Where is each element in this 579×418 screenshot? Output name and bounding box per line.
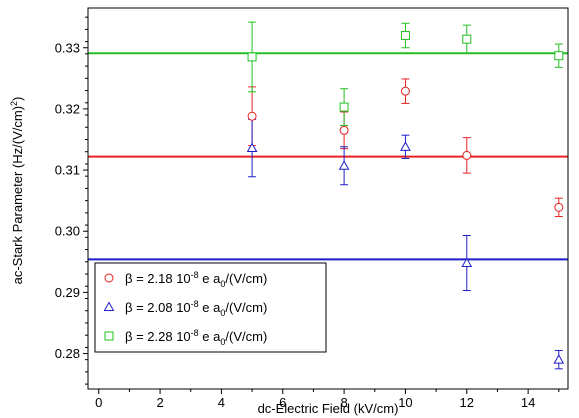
x-tick-label: 8 xyxy=(340,395,347,410)
legend-entry-circle: β = 2.18 10-8 e a0/(V/cm) xyxy=(125,270,267,289)
legend-entry-square: β = 2.28 10-8 e a0/(V/cm) xyxy=(125,328,267,347)
legend-pre: β = 2.08 10 xyxy=(125,300,191,315)
legend-sub: 0 xyxy=(220,337,225,347)
fit-lines xyxy=(88,52,568,261)
x-tick-label: 6 xyxy=(279,395,286,410)
legend-pre: β = 2.28 10 xyxy=(125,329,191,344)
data-point-triangle xyxy=(103,301,115,311)
x-tick-label: 0 xyxy=(95,395,102,410)
data-point-circle xyxy=(247,111,257,121)
data-point-circle xyxy=(339,125,349,135)
data-point-circle xyxy=(462,150,472,160)
x-tick-label: 10 xyxy=(398,395,412,410)
legend-mid: e a xyxy=(199,300,221,315)
legend-entry-triangle: β = 2.08 10-8 e a0/(V/cm) xyxy=(125,299,267,318)
y-axis-title: ac-Stark Parameter (Hz/(V/cm)2) xyxy=(9,97,25,285)
data-point-triangle xyxy=(461,257,473,268)
y-axis-ticks: 0.28 0.29 0.30 0.31 0.32 0.33 xyxy=(55,16,88,385)
data-point-circle xyxy=(400,86,410,96)
y-tick-label: 0.30 xyxy=(55,224,80,239)
data-point-circle xyxy=(554,202,564,212)
y-tick-label: 0.33 xyxy=(55,40,80,55)
data-point-triangle xyxy=(400,141,411,151)
y-tick-label: 0.31 xyxy=(55,163,80,178)
legend-sup: -8 xyxy=(191,328,199,338)
y-tick-label: 0.28 xyxy=(55,346,80,361)
data-point-square xyxy=(339,102,349,112)
legend-mid: e a xyxy=(199,329,221,344)
plot-frame xyxy=(87,7,569,390)
y-tick-label: 0.29 xyxy=(55,285,80,300)
data-point-triangle xyxy=(338,160,350,170)
data-point-square xyxy=(247,52,257,62)
data-point-triangle xyxy=(246,142,258,153)
data-point-circle xyxy=(104,273,114,283)
legend: β = 2.18 10-8 e a0/(V/cm)β = 2.08 10-8 e… xyxy=(94,262,327,353)
legend-post: /(V/cm) xyxy=(225,271,267,286)
legend-sub: 0 xyxy=(220,279,225,289)
y-axis-title-main: ac-Stark Parameter (Hz/(V/cm) xyxy=(10,106,25,284)
legend-sup: -8 xyxy=(191,270,199,280)
data-point-square xyxy=(554,51,564,61)
x-tick-label: 12 xyxy=(460,395,474,410)
x-axis-title: dc-Electric Field (kV/cm) xyxy=(258,401,399,416)
x-tick-label: 4 xyxy=(218,395,225,410)
y-tick-label: 0.32 xyxy=(55,101,80,116)
legend-post: /(V/cm) xyxy=(225,300,267,315)
legend-sub: 0 xyxy=(220,308,225,318)
x-tick-label: 14 xyxy=(521,395,535,410)
data-point-square xyxy=(400,31,410,41)
data-markers xyxy=(246,31,565,364)
legend-post: /(V/cm) xyxy=(225,329,267,344)
legend-sup: -8 xyxy=(191,299,199,309)
legend-pre: β = 2.18 10 xyxy=(125,271,191,286)
data-point-square xyxy=(104,331,114,341)
x-tick-label: 2 xyxy=(156,395,163,410)
y-axis-title-sup: 2 xyxy=(9,101,19,106)
legend-box xyxy=(94,262,327,353)
legend-mid: e a xyxy=(199,271,221,286)
x-axis-ticks: 0 2 4 6 8 10 12 14 xyxy=(95,389,560,410)
y-axis-title-end: ) xyxy=(10,97,25,101)
data-point-triangle xyxy=(553,354,565,364)
data-point-square xyxy=(462,34,472,44)
